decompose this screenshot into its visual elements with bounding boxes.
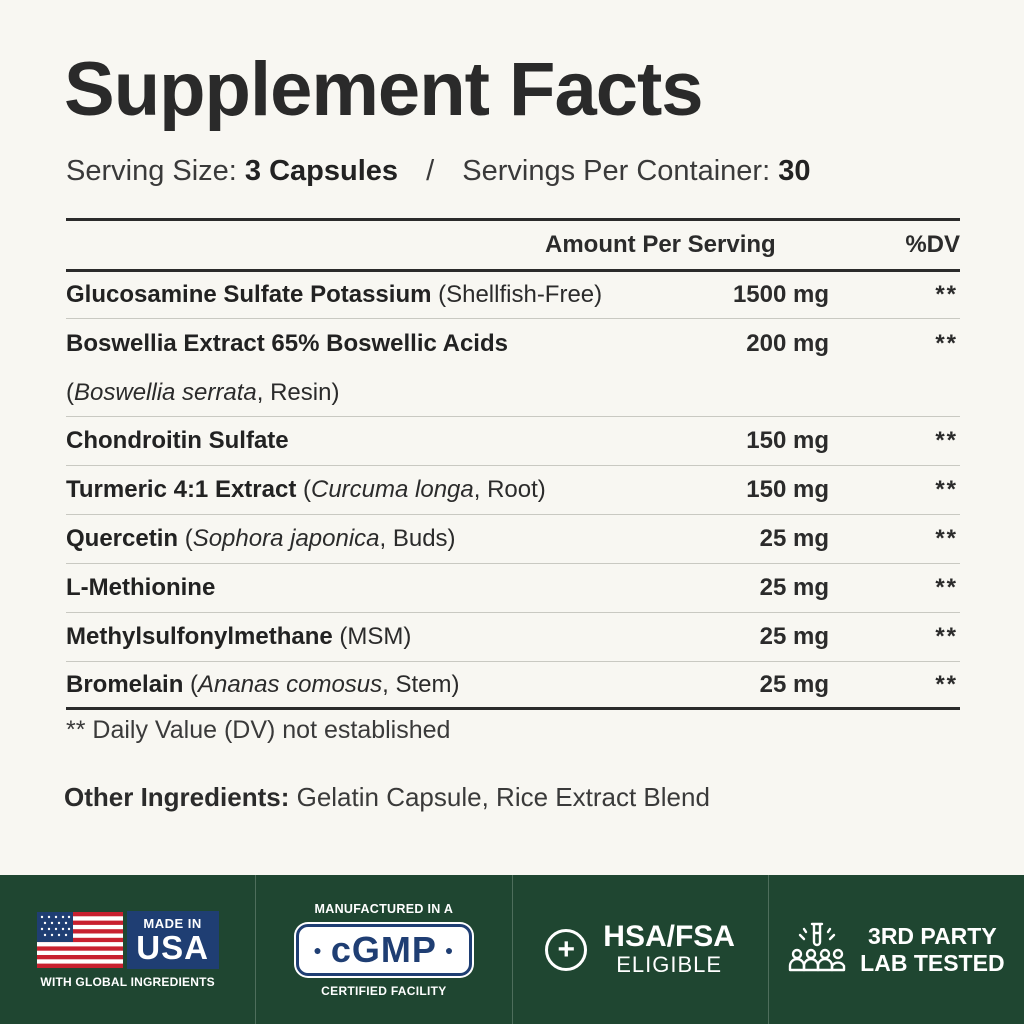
ingredient-detail: (Shellfish-Free) (438, 281, 603, 308)
cgmp-badge: MANUFACTURED IN A ● cGMP ● CERTIFIED FACIL… (255, 875, 511, 1024)
cgmp-mark: ● cGMP ● (295, 923, 472, 976)
ingredient-dv: ** (935, 623, 958, 650)
ingredient-name-cell: Quercetin (Sophora japonica, Buds) (66, 525, 605, 553)
ingredient-name: Glucosamine Sulfate Potassium (66, 281, 432, 308)
ingredient-dv: ** (935, 330, 958, 357)
plus-circle-icon: + (545, 928, 588, 971)
table-row: Chondroitin Sulfate 150 mg ** (66, 416, 960, 465)
top-rule (66, 218, 960, 221)
ingredient-name-cell: Bromelain (Ananas comosus, Stem) (66, 671, 605, 699)
serving-separator: / (426, 155, 435, 187)
ingredient-amount: 25 mg (759, 670, 829, 698)
servings-per-container-value: 30 (778, 155, 811, 187)
ingredient-name: L-Methionine (66, 574, 216, 601)
ingredient-detail: (Ananas comosus, Stem) (190, 670, 460, 698)
lab-people-icon (788, 921, 846, 978)
cgmp-top-text: MANUFACTURED IN A (314, 901, 454, 916)
ingredient-detail: (MSM) (339, 623, 412, 650)
other-ingredients-label: Other Ingredients: (64, 782, 290, 812)
ingredient-name: Bromelain (66, 670, 184, 698)
other-ingredients: Other Ingredients: Gelatin Capsule, Rice… (64, 782, 710, 813)
ingredient-dv: ** (935, 476, 958, 503)
ingredient-dv: ** (935, 670, 958, 698)
ingredient-amount: 25 mg (759, 525, 829, 552)
table-row: Methylsulfonylmethane (MSM) 25 mg ** (66, 612, 960, 661)
cgmp-text: cGMP (330, 928, 437, 970)
cgmp-bottom-text: CERTIFIED FACILITY (321, 983, 447, 998)
ingredient-name: Chondroitin Sulfate (66, 427, 289, 454)
made-in-usa-label: MADE IN USA (126, 910, 219, 969)
hsa-fsa-title: HSA/FSA (603, 919, 735, 953)
lab-tested-badge: 3RD PARTY LAB TESTED (767, 875, 1024, 1024)
made-in-text: MADE IN (143, 915, 202, 931)
us-flag-icon (36, 911, 123, 968)
ingredient-detail: (Curcuma longa, Root) (303, 476, 546, 503)
hsa-fsa-badge: + HSA/FSA ELIGIBLE (511, 875, 768, 1024)
supplement-facts-panel: Supplement Facts Serving Size: 3 Capsule… (64, 47, 960, 813)
ingredient-amount: 25 mg (759, 623, 829, 650)
ingredient-amount: 1500 mg (732, 281, 829, 308)
ingredient-name-cell: Chondroitin Sulfate (66, 427, 605, 455)
table-row: Glucosamine Sulfate Potassium (Shellfish… (66, 269, 960, 318)
made-in-usa-badge: MADE IN USA WITH GLOBAL INGREDIENTS (0, 875, 255, 1024)
ingredient-name: Turmeric 4:1 Extract (66, 476, 297, 503)
dv-footnote: ** Daily Value (DV) not established (66, 716, 451, 744)
usa-text: USA (136, 928, 209, 966)
ingredient-amount: 150 mg (746, 427, 829, 454)
ingredient-name: Boswellia Extract 65% Boswellic Acids (66, 330, 508, 357)
ingredient-name-cell: Turmeric 4:1 Extract (Curcuma longa, Roo… (66, 476, 605, 504)
header-dv: %DV (905, 231, 960, 258)
table-row: L-Methionine 25 mg ** (66, 563, 960, 612)
ingredient-name-cell: L-Methionine (66, 574, 605, 602)
ingredient-dv: ** (935, 427, 958, 454)
table-row: Turmeric 4:1 Extract (Curcuma longa, Roo… (66, 465, 960, 514)
hsa-fsa-sub: ELIGIBLE (616, 952, 723, 978)
lab-line1: 3RD PARTY (868, 923, 997, 950)
ingredient-dv: ** (935, 281, 958, 308)
serving-info: Serving Size: 3 Capsules / Servings Per … (66, 154, 810, 189)
table-row: Quercetin (Sophora japonica, Buds) 25 mg… (66, 514, 960, 563)
serving-size-label: Serving Size: (66, 155, 237, 187)
table-row: Bromelain (Ananas comosus, Stem) 25 mg *… (66, 661, 960, 710)
table-row: Boswellia Extract 65% Boswellic Acids (B… (66, 318, 960, 416)
ingredient-name-cell: Boswellia Extract 65% Boswellic Acids (B… (66, 319, 605, 417)
global-ingredients-text: WITH GLOBAL INGREDIENTS (40, 974, 215, 989)
ingredient-amount: 25 mg (759, 574, 829, 601)
header-amount: Amount Per Serving (545, 231, 776, 258)
page-title: Supplement Facts (64, 47, 704, 132)
ingredient-detail: (Boswellia serrata, Resin) (66, 379, 340, 406)
servings-per-container-label: Servings Per Container: (462, 155, 771, 187)
ingredient-detail: (Sophora japonica, Buds) (184, 525, 456, 552)
ingredient-name-cell: Glucosamine Sulfate Potassium (Shellfish… (66, 281, 605, 309)
ingredient-amount: 150 mg (746, 476, 829, 503)
ingredient-name: Methylsulfonylmethane (66, 623, 333, 650)
badge-bar: MADE IN USA WITH GLOBAL INGREDIENTS MANU… (0, 875, 1024, 1024)
other-ingredients-value: Gelatin Capsule, Rice Extract Blend (296, 782, 710, 812)
facts-table: Amount Per Serving %DV Glucosamine Sulfa… (66, 218, 960, 710)
ingredient-dv: ** (935, 574, 958, 601)
ingredient-name: Quercetin (66, 525, 179, 552)
ingredient-name-cell: Methylsulfonylmethane (MSM) (66, 623, 605, 651)
lab-line2: LAB TESTED (860, 949, 1005, 976)
ingredient-amount: 200 mg (746, 330, 829, 357)
table-header: Amount Per Serving %DV (66, 221, 960, 269)
serving-size-value: 3 Capsules (244, 155, 399, 187)
ingredient-dv: ** (935, 525, 958, 552)
